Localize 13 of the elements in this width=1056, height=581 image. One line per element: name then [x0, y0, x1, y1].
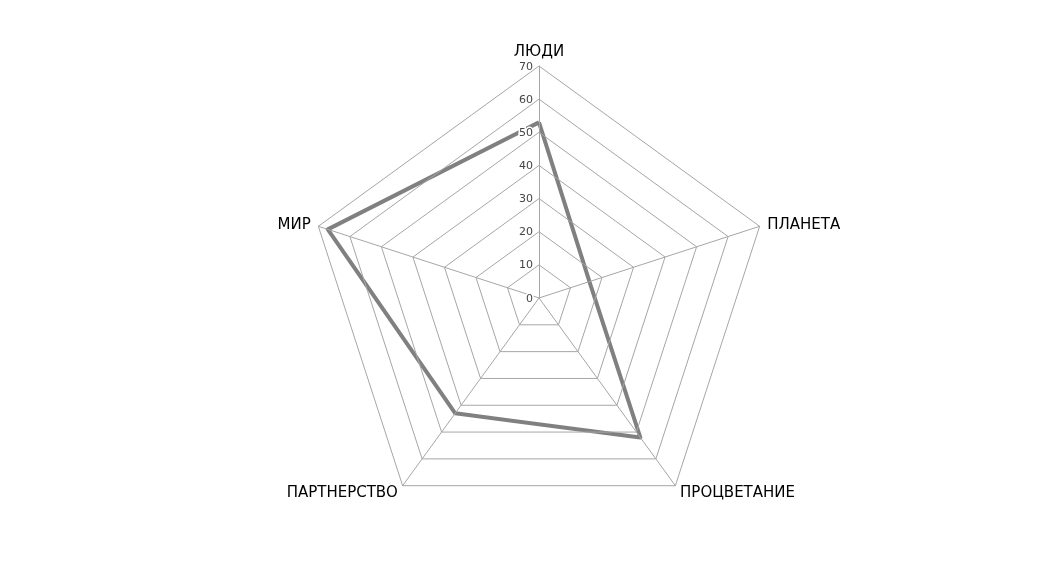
y-tick-label: 30 — [519, 192, 533, 206]
y-tick-label: 10 — [519, 258, 533, 272]
y-tick-label: 50 — [519, 125, 533, 139]
y-tick-label: 20 — [519, 225, 533, 239]
spoke-label: МИР — [277, 214, 311, 233]
y-tick-label: 70 — [519, 59, 533, 73]
spoke-label: ПЛАНЕТА — [767, 214, 841, 233]
y-tick-label: 40 — [519, 158, 533, 172]
y-tick-label: 0 — [526, 291, 533, 305]
y-tick-label: 60 — [519, 92, 533, 106]
spoke-label: ПРОЦВЕТАНИЕ — [680, 483, 796, 502]
spoke-label: ЛЮДИ — [513, 41, 565, 60]
spoke-label: ПАРТНЕРСТВО — [286, 483, 398, 502]
